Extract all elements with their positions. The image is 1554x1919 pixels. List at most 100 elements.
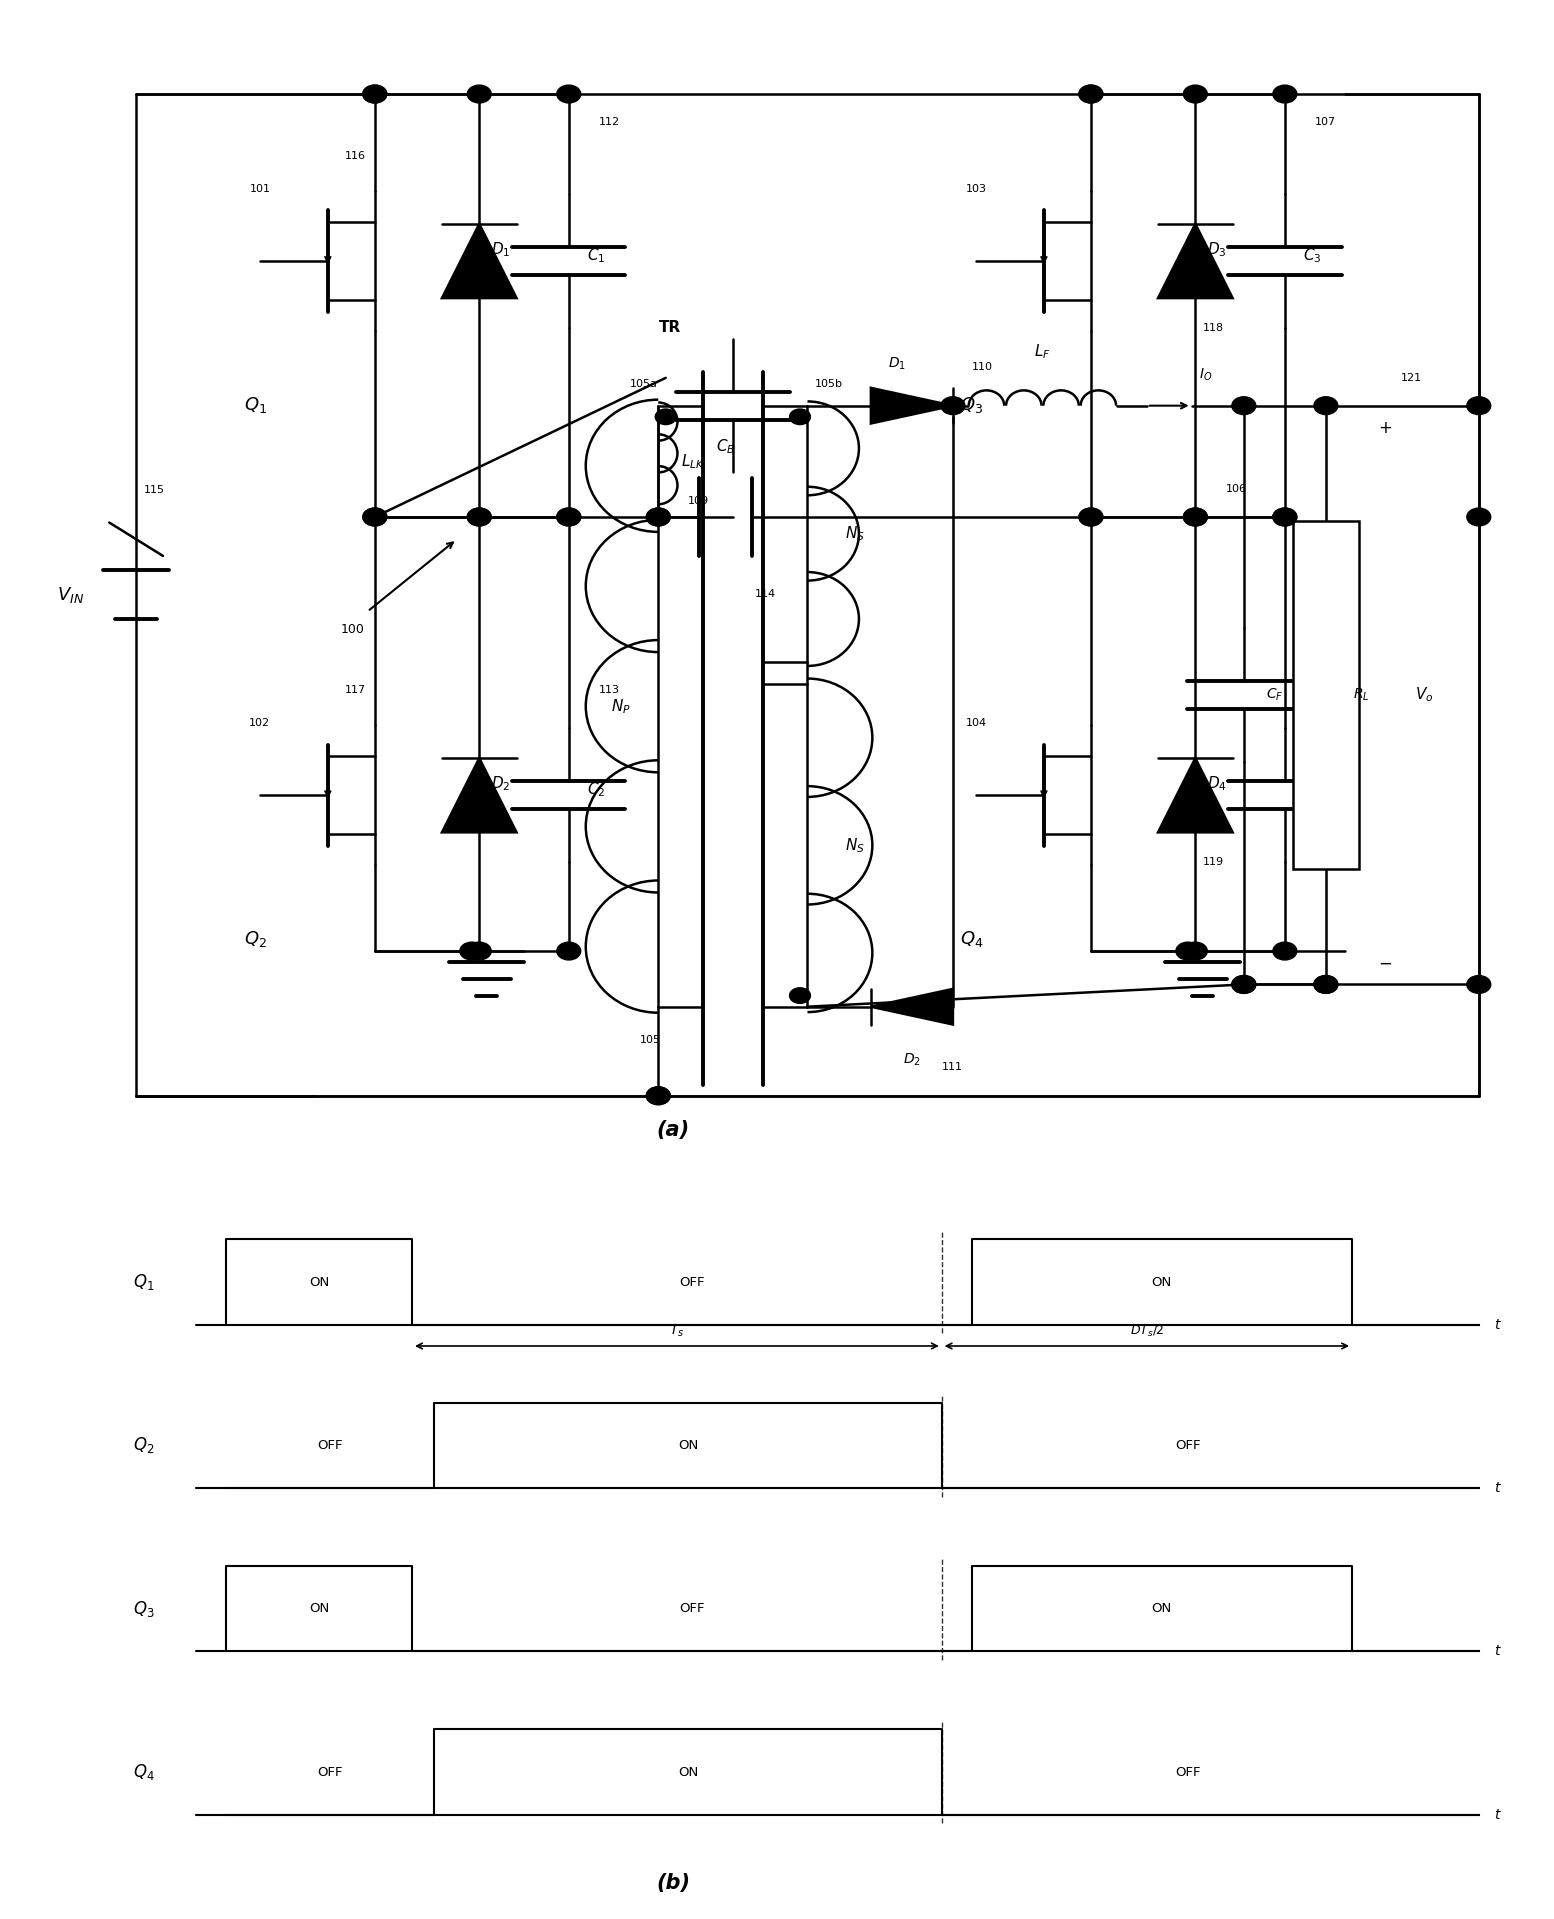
Text: ON: ON [678,1765,698,1779]
Bar [1293,522,1358,869]
Text: OFF: OFF [317,1765,343,1779]
Text: t: t [1493,1481,1500,1495]
Circle shape [1078,84,1103,104]
Circle shape [1078,509,1103,526]
Circle shape [556,509,581,526]
Text: $Q_3$: $Q_3$ [960,395,984,415]
Text: $Q_1$: $Q_1$ [132,1272,154,1291]
Text: $Q_1$: $Q_1$ [244,395,267,415]
Circle shape [646,1086,670,1105]
Text: $DT_s/2$: $DT_s/2$ [1130,1324,1164,1339]
Text: 103: 103 [965,184,987,194]
Circle shape [364,509,387,526]
Text: 105: 105 [640,1034,662,1044]
Text: 109: 109 [688,495,709,507]
Text: $L_F$: $L_F$ [1033,342,1051,361]
Text: $D_3$: $D_3$ [1207,240,1228,259]
Circle shape [1315,975,1338,994]
Text: 119: 119 [1203,858,1225,867]
Polygon shape [870,988,953,1025]
Text: 117: 117 [345,685,367,695]
Text: 115: 115 [143,486,165,495]
Text: $Q_2$: $Q_2$ [134,1435,154,1455]
Circle shape [646,509,670,526]
Text: $Q_3$: $Q_3$ [132,1599,154,1620]
Text: $N_P$: $N_P$ [611,697,631,716]
Polygon shape [441,758,516,833]
Text: OFF: OFF [1175,1439,1201,1453]
Text: t: t [1493,1645,1500,1658]
Text: OFF: OFF [679,1602,704,1616]
Circle shape [364,509,387,526]
Circle shape [646,509,670,526]
Text: 101: 101 [249,184,270,194]
Text: (a): (a) [657,1121,690,1140]
Text: 114: 114 [755,589,777,599]
Circle shape [556,942,581,960]
Text: $V_o$: $V_o$ [1416,685,1434,704]
Text: OFF: OFF [1175,1765,1201,1779]
Text: $C_B$: $C_B$ [716,438,735,455]
Text: $D_2$: $D_2$ [491,775,511,793]
Text: ON: ON [309,1602,329,1616]
Circle shape [468,509,491,526]
Circle shape [1184,84,1207,104]
Text: 121: 121 [1400,374,1422,384]
Text: 105b: 105b [814,378,842,390]
Circle shape [1273,509,1296,526]
Circle shape [1176,942,1200,960]
Text: $I_O$: $I_O$ [1200,367,1212,384]
Text: $N_S$: $N_S$ [845,524,864,543]
Text: 107: 107 [1315,117,1336,127]
Circle shape [1467,509,1490,526]
Polygon shape [441,225,516,297]
Text: ON: ON [1152,1602,1172,1616]
Circle shape [1467,975,1490,994]
Text: $Q_4$: $Q_4$ [960,929,984,948]
Circle shape [1273,84,1296,104]
Text: 102: 102 [249,718,270,729]
Text: ON: ON [678,1439,698,1453]
Polygon shape [1158,225,1232,297]
Circle shape [468,942,491,960]
Polygon shape [1158,758,1232,833]
Text: $N_S$: $N_S$ [845,837,864,854]
Circle shape [1315,975,1338,994]
Text: +: + [1378,418,1392,438]
Text: (b): (b) [656,1873,690,1892]
Circle shape [646,1086,670,1105]
Polygon shape [870,388,953,424]
Text: t: t [1493,1318,1500,1332]
Circle shape [1078,84,1103,104]
Text: $C_2$: $C_2$ [587,781,605,798]
Text: 100: 100 [340,622,364,635]
Circle shape [556,509,581,526]
Circle shape [556,84,581,104]
Circle shape [942,397,965,415]
Circle shape [364,84,387,104]
Text: 112: 112 [598,117,620,127]
Circle shape [1184,942,1207,960]
Circle shape [1273,942,1296,960]
Text: $D_2$: $D_2$ [903,1052,922,1067]
Text: 113: 113 [598,685,620,695]
Text: $C_3$: $C_3$ [1302,246,1321,265]
Text: 111: 111 [942,1063,963,1073]
Text: TR: TR [659,320,681,336]
Text: OFF: OFF [317,1439,343,1453]
Text: 116: 116 [345,152,367,161]
Circle shape [1467,397,1490,415]
Circle shape [460,942,483,960]
Text: $D_1$: $D_1$ [887,355,906,372]
Text: 106: 106 [1226,484,1246,493]
Text: t: t [1493,1808,1500,1821]
Text: 118: 118 [1203,322,1225,332]
Circle shape [1232,975,1256,994]
Text: ON: ON [309,1276,329,1288]
Text: 104: 104 [965,718,987,729]
Text: $L_{LK}$: $L_{LK}$ [681,453,706,470]
Circle shape [656,409,676,424]
Circle shape [789,409,811,424]
Text: $Q_4$: $Q_4$ [132,1762,154,1783]
Text: $V_{IN}$: $V_{IN}$ [57,585,84,604]
